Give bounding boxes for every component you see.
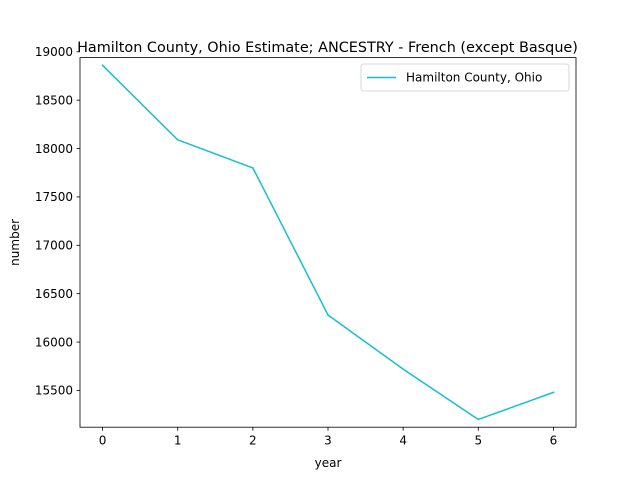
legend-label: Hamilton County, Ohio: [406, 71, 542, 85]
x-tick-label: 5: [474, 434, 482, 448]
x-tick-label: 6: [550, 434, 558, 448]
x-axis-label: year: [315, 456, 342, 470]
y-tick-label: 16500: [35, 287, 73, 301]
legend: Hamilton County, Ohio: [360, 63, 570, 92]
y-tick-label: 17000: [35, 239, 73, 253]
y-tick-label: 18000: [35, 142, 73, 156]
y-tick-label: 15500: [35, 384, 73, 398]
series-point: [176, 139, 179, 141]
series-line: [101, 64, 555, 421]
y-axis-label: number: [8, 219, 22, 266]
x-tick-label: 4: [399, 434, 407, 448]
x-axis-ticks: 0 1 2 3 4 5 6: [99, 427, 558, 448]
y-tick-label: 18500: [35, 93, 73, 107]
series-layer: [101, 64, 555, 421]
x-tick-label: 1: [174, 434, 182, 448]
series-point: [101, 64, 104, 67]
y-tick-label: 16000: [35, 335, 73, 349]
y-tick-label: 19000: [35, 45, 73, 59]
series-point: [327, 314, 329, 316]
plot-area-frame: [79, 57, 577, 428]
y-tick-label: 17500: [35, 190, 73, 204]
series-point: [402, 368, 404, 370]
series-point: [252, 167, 254, 169]
series-point: [552, 391, 555, 394]
y-axis-ticks: 15500 16000 16500 17000 17500 18000 18500 19000: [35, 45, 80, 398]
legend-box: [360, 63, 570, 92]
x-tick-label: 3: [324, 434, 332, 448]
chart-title: Hamilton County, Ohio Estimate; ANCESTRY…: [77, 40, 578, 56]
series-point: [477, 418, 480, 421]
x-tick-label: 0: [99, 434, 107, 448]
x-tick-label: 2: [249, 434, 257, 448]
